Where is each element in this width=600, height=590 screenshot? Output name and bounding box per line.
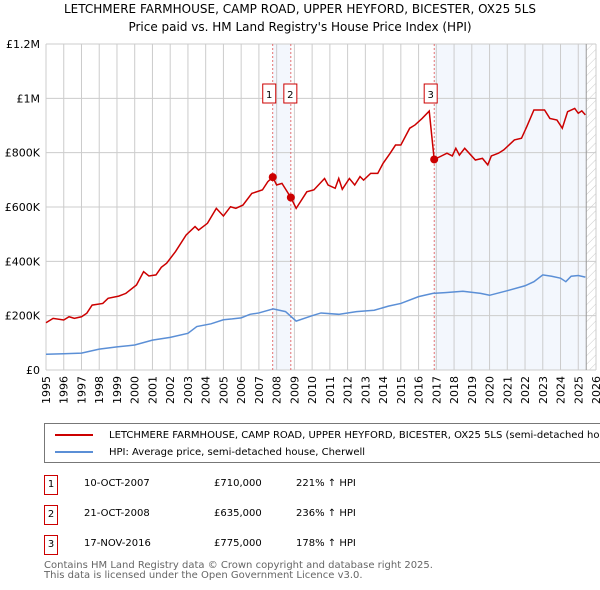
x-tick-label: 2024 [555,376,568,404]
x-tick-label: 2009 [288,376,301,404]
sale-point [430,155,439,164]
x-tick-label: 2020 [484,376,497,404]
sale-number-badge: 3 [44,535,58,555]
x-tick-label: 2007 [253,376,266,404]
x-tick-label: 1998 [93,376,106,404]
x-tick-label: 1997 [75,376,88,404]
sale-price: £775,000 [214,538,262,549]
sale-number-badge: 2 [44,505,58,525]
x-tick-label: 2011 [324,376,337,404]
chart-title: LETCHMERE FARMHOUSE, CAMP ROAD, UPPER HE… [63,2,537,16]
legend-label-property: LETCHMERE FARMHOUSE, CAMP ROAD, UPPER HE… [109,429,600,441]
y-tick-label: £400K [5,255,41,268]
x-tick-label: 2017 [430,376,443,404]
x-tick-label: 2004 [200,376,213,404]
sale-hpi-change: 178% ↑ HPI [296,538,356,549]
sale-row: 1 10-OCT-2007 £710,000 221% ↑ HPI [44,475,544,495]
x-tick-label: 2012 [342,376,355,404]
x-tick-label: 1996 [58,376,71,404]
y-tick-label: £800K [5,147,41,160]
sale-price: £635,000 [214,508,262,519]
x-tick-label: 2000 [129,376,142,404]
legend-swatch-red [55,434,93,436]
x-tick-label: 2018 [448,376,461,404]
sale-hpi-change: 221% ↑ HPI [296,478,356,489]
sale-date: 10-OCT-2007 [84,478,150,489]
x-tick-label: 2019 [466,376,479,404]
sale-badge [283,83,298,104]
sale-badge [423,83,438,104]
legend-label-hpi: HPI: Average price, semi-detached house,… [109,446,366,458]
footer-licence: This data is licensed under the Open Gov… [44,570,363,581]
sale-point [286,193,295,202]
x-tick-label: 2025 [572,376,585,404]
y-tick-label: £1.2M [6,38,40,51]
x-tick-label: 2023 [537,376,550,404]
sale-price: £710,000 [214,478,262,489]
x-tick-label: 2015 [395,376,408,404]
y-tick-label: £600K [5,201,41,214]
x-tick-label: 2006 [235,376,248,404]
footer-copyright: Contains HM Land Registry data © Crown c… [44,560,433,571]
sale-date: 17-NOV-2016 [84,538,151,549]
sale-date: 21-OCT-2008 [84,508,150,519]
y-tick-label: £1M [17,92,41,105]
sale-row: 3 17-NOV-2016 £775,000 178% ↑ HPI [44,535,544,555]
sale-badge-label: 3 [428,90,434,101]
x-tick-label: 1995 [40,376,53,404]
chart-subtitle: Price paid vs. HM Land Registry's House … [128,20,472,34]
sale-badge-label: 1 [266,90,272,101]
legend: LETCHMERE FARMHOUSE, CAMP ROAD, UPPER HE… [44,423,600,463]
sale-point [268,173,277,182]
sale-hpi-change: 236% ↑ HPI [296,508,356,519]
x-tick-label: 2013 [359,376,372,404]
x-tick-label: 2014 [377,376,390,404]
sale-badge-label: 2 [287,90,293,101]
property-price-line [45,107,586,324]
x-tick-label: 2016 [413,376,426,404]
x-tick-label: 2021 [501,376,514,404]
legend-swatch-blue [55,451,93,453]
x-tick-label: 1999 [111,376,124,404]
sale-row: 2 21-OCT-2008 £635,000 236% ↑ HPI [44,505,544,525]
x-tick-label: 2001 [146,376,159,404]
y-tick-label: £0 [26,364,40,377]
x-tick-label: 2002 [164,376,177,404]
hpi-line [45,274,586,355]
y-tick-label: £200K [5,310,41,323]
plot-area: 1995 1996 1997 1998 1999 2000 2001 2002 2003 2004… [5,38,600,404]
x-tick-label: 2026 [590,376,600,404]
x-tick-label: 2005 [217,376,230,404]
x-tick-label: 2003 [182,376,195,404]
x-tick-label: 2022 [519,376,532,404]
sale-badge [262,83,277,104]
x-tick-label: 2008 [271,376,284,404]
sale-number-badge: 1 [44,475,58,495]
x-tick-label: 2010 [306,376,319,404]
